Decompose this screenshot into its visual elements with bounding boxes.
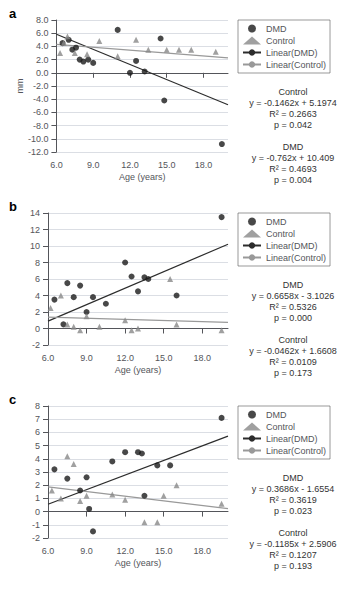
svg-text:Linear(DMD): Linear(DMD) (266, 48, 318, 58)
svg-text:DMD: DMD (283, 473, 304, 483)
svg-text:6: 6 (35, 427, 40, 437)
svg-text:R² = 0.1207: R² = 0.1207 (269, 550, 316, 560)
svg-text:DMD: DMD (266, 410, 287, 420)
svg-text:y = -0.1462x + 5.1974: y = -0.1462x + 5.1974 (249, 98, 337, 108)
svg-text:y = -0.0462x + 1.6608: y = -0.0462x + 1.6608 (249, 346, 337, 356)
svg-text:2: 2 (35, 307, 40, 317)
svg-text:9.0: 9.0 (80, 546, 93, 556)
svg-text:y = 0.6658x - 3.1026: y = 0.6658x - 3.1026 (252, 291, 334, 301)
svg-text:0: 0 (35, 507, 40, 517)
svg-text:18.0: 18.0 (194, 546, 212, 556)
svg-text:8.0: 8.0 (36, 15, 49, 25)
svg-text:2.0: 2.0 (36, 55, 49, 65)
svg-text:p = 0.023: p = 0.023 (274, 506, 312, 516)
svg-text:y = -0.762x + 10.409: y = -0.762x + 10.409 (252, 153, 335, 163)
svg-text:8: 8 (35, 401, 40, 411)
svg-text:0.0: 0.0 (36, 68, 49, 78)
svg-text:4: 4 (35, 454, 40, 464)
svg-text:15.0: 15.0 (158, 160, 176, 170)
svg-text:p = 0.193: p = 0.193 (274, 561, 312, 571)
svg-text:R² = 0.2663: R² = 0.2663 (269, 109, 316, 119)
svg-text:-12.0: -12.0 (28, 147, 49, 157)
svg-text:R² = 0.0109: R² = 0.0109 (269, 357, 316, 367)
svg-text:Control: Control (278, 335, 307, 345)
svg-text:12.0: 12.0 (116, 353, 134, 363)
svg-text:5: 5 (35, 441, 40, 451)
svg-text:p = 0.173: p = 0.173 (274, 368, 312, 378)
svg-text:9.0: 9.0 (87, 160, 100, 170)
svg-text:6.0: 6.0 (42, 353, 55, 363)
svg-text:mm: mm (15, 79, 25, 94)
svg-text:DMD: DMD (283, 280, 304, 290)
svg-text:6: 6 (35, 274, 40, 284)
svg-text:p = 0.000: p = 0.000 (274, 313, 312, 323)
svg-text:1: 1 (35, 493, 40, 503)
svg-text:15.0: 15.0 (155, 546, 173, 556)
svg-text:-2.0: -2.0 (33, 81, 49, 91)
svg-text:-10.0: -10.0 (28, 134, 49, 144)
svg-text:Age (years): Age (years) (115, 365, 162, 375)
svg-text:-2: -2 (32, 340, 40, 350)
svg-text:9.0: 9.0 (80, 353, 93, 363)
svg-text:Control: Control (266, 422, 295, 432)
svg-text:6.0: 6.0 (36, 28, 49, 38)
svg-text:4: 4 (35, 291, 40, 301)
svg-text:a: a (9, 6, 17, 21)
svg-text:p = 0.042: p = 0.042 (274, 120, 312, 130)
svg-text:Linear(Control): Linear(Control) (266, 446, 326, 456)
svg-text:2: 2 (35, 480, 40, 490)
svg-text:12.0: 12.0 (116, 546, 134, 556)
svg-text:8: 8 (35, 258, 40, 268)
svg-text:Age (years): Age (years) (115, 558, 162, 568)
svg-text:R² = 0.5326: R² = 0.5326 (269, 302, 316, 312)
svg-text:-1: -1 (32, 520, 40, 530)
svg-text:15.0: 15.0 (155, 353, 173, 363)
svg-text:Linear(DMD): Linear(DMD) (266, 241, 318, 251)
svg-text:18.0: 18.0 (194, 353, 212, 363)
svg-text:Control: Control (266, 36, 295, 46)
svg-text:6.0: 6.0 (42, 546, 55, 556)
svg-text:10: 10 (30, 241, 40, 251)
svg-text:c: c (9, 392, 16, 407)
svg-text:Control: Control (278, 528, 307, 538)
svg-text:Control: Control (278, 87, 307, 97)
svg-text:y = -0.1185x + 2.5906: y = -0.1185x + 2.5906 (250, 539, 337, 549)
svg-text:12: 12 (30, 225, 40, 235)
svg-text:DMD: DMD (283, 142, 304, 152)
svg-text:4.0: 4.0 (36, 41, 49, 51)
svg-text:6.0: 6.0 (50, 160, 63, 170)
svg-text:Linear(Control): Linear(Control) (266, 60, 326, 70)
svg-text:-6.0: -6.0 (33, 107, 49, 117)
svg-text:Linear(DMD): Linear(DMD) (266, 434, 318, 444)
svg-text:7: 7 (35, 414, 40, 424)
svg-text:Control: Control (266, 229, 295, 239)
svg-text:0: 0 (35, 324, 40, 334)
svg-text:-8.0: -8.0 (33, 121, 49, 131)
svg-text:R² = 0.4693: R² = 0.4693 (269, 164, 316, 174)
svg-text:Linear(Control): Linear(Control) (266, 253, 326, 263)
svg-text:18.0: 18.0 (195, 160, 213, 170)
svg-text:y = 0.3686x - 1.6554: y = 0.3686x - 1.6554 (252, 484, 334, 494)
svg-text:DMD: DMD (266, 217, 287, 227)
svg-text:-2: -2 (32, 533, 40, 543)
svg-text:Age (years): Age (years) (119, 172, 166, 182)
svg-text:b: b (9, 199, 17, 214)
svg-text:R² = 0.3619: R² = 0.3619 (269, 495, 316, 505)
svg-text:12.0: 12.0 (121, 160, 139, 170)
svg-text:p = 0.004: p = 0.004 (274, 175, 312, 185)
svg-text:14: 14 (30, 208, 40, 218)
svg-text:3: 3 (35, 467, 40, 477)
svg-text:-4.0: -4.0 (33, 94, 49, 104)
svg-text:DMD: DMD (266, 24, 287, 34)
